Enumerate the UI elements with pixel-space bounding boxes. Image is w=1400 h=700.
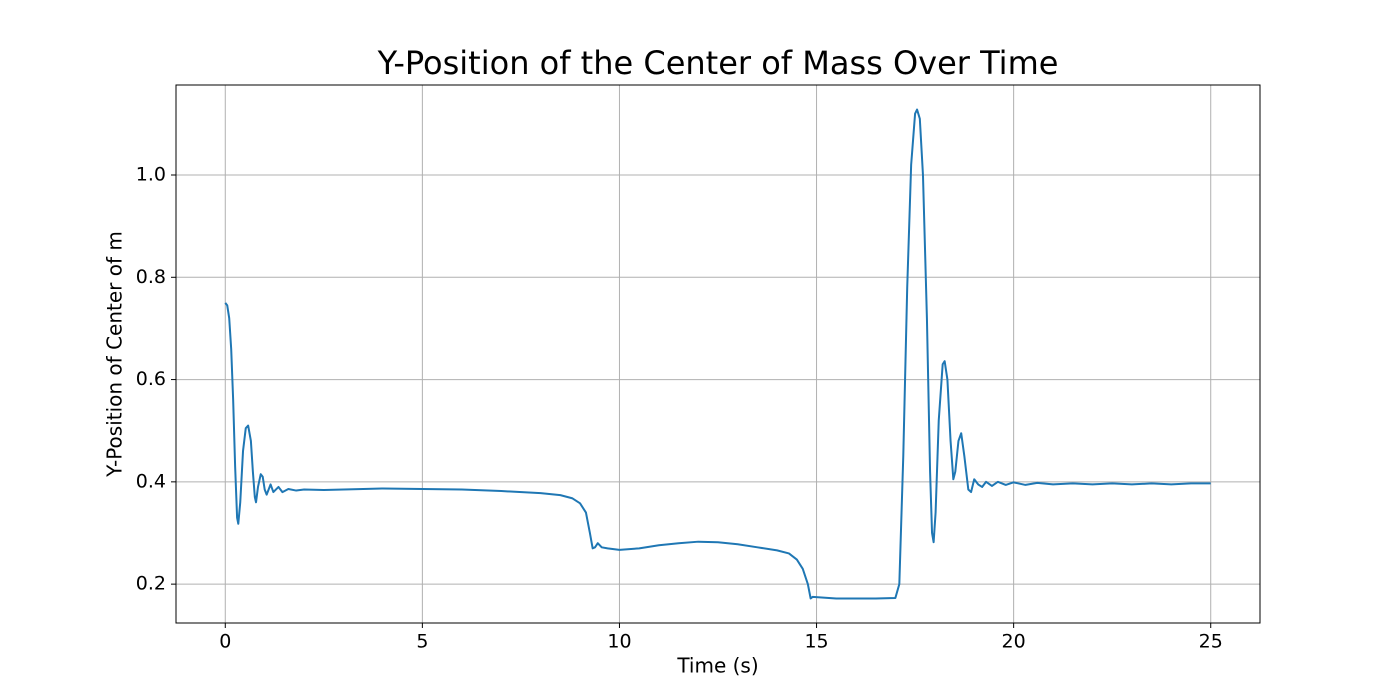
- y-axis-label: Y-Position of Center of m: [103, 231, 127, 478]
- x-tick-label: 15: [804, 631, 828, 653]
- x-tick-label: 0: [219, 631, 231, 653]
- x-tick-label: 25: [1199, 631, 1223, 653]
- y-tick-label: 0.8: [136, 266, 166, 288]
- plot-frame: [175, 84, 1261, 624]
- x-tick-label: 20: [1002, 631, 1026, 653]
- y-tick-label: 0.4: [136, 470, 166, 492]
- chart-title: Y-Position of the Center of Mass Over Ti…: [377, 44, 1059, 82]
- y-tick-label: 0.2: [136, 573, 166, 595]
- y-tick-label: 1.0: [136, 164, 166, 186]
- x-axis-label: Time (s): [676, 654, 758, 678]
- x-tick-label: 5: [416, 631, 428, 653]
- y-tick-label: 0.6: [136, 368, 166, 390]
- data-line: [224, 108, 1211, 600]
- x-tick-label: 10: [607, 631, 631, 653]
